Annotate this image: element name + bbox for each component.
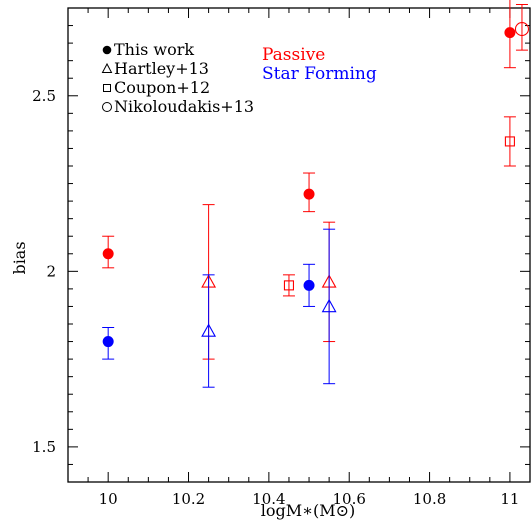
x-tick-label: 10.8 xyxy=(413,490,446,508)
x-axis-label: logM∗(M⊙) xyxy=(261,501,356,520)
legend-label: This work xyxy=(114,40,194,59)
y-axis-label: bias xyxy=(10,241,29,274)
data-point xyxy=(201,323,217,337)
legend-marker xyxy=(103,84,111,92)
x-tick-label: 10 xyxy=(99,490,118,508)
legend-label: Hartley+13 xyxy=(114,59,209,78)
ticks-group: 10 10.2 10.4 10.6 10.8 11 1.5 2 2.5 xyxy=(32,7,531,508)
data-point xyxy=(303,188,315,200)
legend-label: Nikoloudakis+13 xyxy=(114,97,254,116)
legend-marker xyxy=(102,102,112,112)
plot-frame-group xyxy=(67,7,531,483)
y-tick-label: 2.5 xyxy=(32,87,56,105)
legend-marker xyxy=(102,45,112,55)
data-point xyxy=(321,298,337,313)
plot-frame xyxy=(67,7,531,483)
x-tick-label: 10.6 xyxy=(333,490,366,508)
x-tick-label: 11 xyxy=(500,490,519,508)
legend: This workHartley+13Coupon+12Nikoloudakis… xyxy=(101,40,377,116)
y-tick-label: 1.5 xyxy=(32,438,56,456)
data-point xyxy=(283,280,295,291)
legend-marker xyxy=(101,62,113,73)
data-point xyxy=(514,22,530,37)
data-point xyxy=(303,279,315,291)
data-point xyxy=(504,27,516,39)
population-label: Passive xyxy=(262,45,325,65)
data-point xyxy=(504,136,515,147)
y-tick-label: 2 xyxy=(46,262,56,280)
population-label: Star Forming xyxy=(262,64,377,84)
legend-label: Coupon+12 xyxy=(114,78,210,97)
data-point xyxy=(102,248,114,260)
data-point xyxy=(102,336,114,348)
x-tick-label: 10.4 xyxy=(252,490,285,508)
x-tick-label: 10.2 xyxy=(172,490,205,508)
data-group xyxy=(102,0,530,388)
